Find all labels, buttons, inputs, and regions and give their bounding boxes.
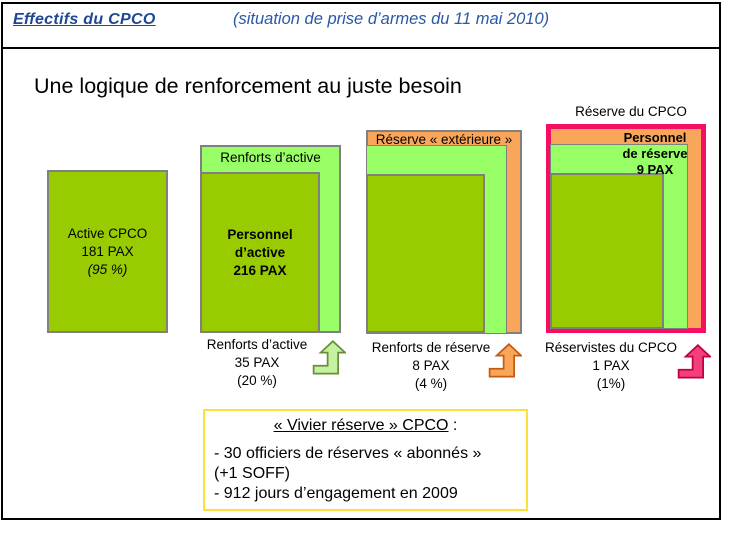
caption-line: Renforts d’active bbox=[206, 337, 308, 352]
vivier-line: (+1 SOFF) bbox=[214, 465, 291, 482]
active-cpco-line2: 181 PAX bbox=[81, 243, 134, 259]
renforts-active-caption: Renforts d’active 35 PAX (20 %) bbox=[190, 336, 324, 390]
caption-line: 35 PAX bbox=[234, 355, 280, 370]
vivier-reserve-lines: - 30 officiers de réserves « abonnés » (… bbox=[205, 444, 526, 504]
header-title: Effectifs du CPCO bbox=[13, 11, 156, 28]
renforts-active-outer-box: Renforts d’active Personnel d’active 216… bbox=[200, 145, 341, 333]
vivier-line: - 912 jours d’engagement en 2009 bbox=[214, 485, 458, 502]
reserve-exterieure-label: Réserve « extérieure » bbox=[375, 132, 513, 147]
renforts-reserve-caption: Renforts de réserve 8 PAX (4 %) bbox=[362, 339, 500, 393]
personnel-reserve-line3: 9 PAX bbox=[636, 162, 674, 177]
caption-line: 1 PAX bbox=[592, 358, 630, 373]
bent-up-arrow-orange-icon bbox=[487, 339, 524, 381]
personnel-active-line1: Personnel d’active bbox=[227, 226, 293, 260]
active-cpco-line3: (95 %) bbox=[87, 261, 128, 277]
vivier-title-underlined: « Vivier réserve » CPCO bbox=[273, 417, 449, 434]
header-divider-line bbox=[3, 47, 719, 49]
personnel-active-line2: 216 PAX bbox=[233, 262, 287, 278]
active-cpco-line1: Active CPCO bbox=[67, 225, 148, 241]
reserve-cpco-light-green-layer bbox=[550, 144, 688, 329]
personnel-active-box: Personnel d’active 216 PAX bbox=[200, 172, 320, 333]
reserve-exterieure-dark-green-layer bbox=[366, 174, 485, 333]
vivier-line: - 30 officiers de réserves « abonnés » bbox=[214, 445, 482, 462]
reserve-exterieure-box: Réserve « extérieure » bbox=[366, 130, 522, 334]
vivier-reserve-title: « Vivier réserve » CPCO : bbox=[205, 417, 526, 435]
reservistes-cpco-caption: Réservistes du CPCO 1 PAX (1%) bbox=[544, 339, 678, 393]
caption-line: Réservistes du CPCO bbox=[544, 340, 678, 355]
bent-up-arrow-green-icon bbox=[311, 336, 348, 378]
personnel-reserve-text: Personnel de réserve 9 PAX bbox=[606, 130, 704, 178]
vivier-title-suffix: : bbox=[448, 417, 458, 434]
caption-line: (1%) bbox=[596, 376, 626, 391]
caption-line: (4 %) bbox=[414, 376, 448, 391]
renforts-active-label: Renforts d’active bbox=[220, 150, 321, 165]
reserve-cpco-dark-green-layer bbox=[550, 173, 664, 329]
reserve-cpco-label: Réserve du CPCO bbox=[575, 104, 687, 119]
reserve-cpco-box: Personnel de réserve 9 PAX bbox=[546, 124, 706, 333]
active-cpco-box: Active CPCO 181 PAX (95 %) bbox=[47, 170, 168, 333]
header-subtitle: (situation de prise d’armes du 11 mai 20… bbox=[233, 10, 550, 28]
caption-line: (20 %) bbox=[237, 373, 277, 388]
reserve-exterieure-light-green-layer bbox=[366, 145, 507, 334]
personnel-reserve-line2: de réserve bbox=[622, 146, 688, 161]
personnel-reserve-line1: Personnel bbox=[623, 130, 687, 145]
bent-up-arrow-pink-icon bbox=[676, 340, 713, 382]
vivier-reserve-box: « Vivier réserve » CPCO : - 30 officiers… bbox=[203, 409, 528, 511]
slide-frame bbox=[1, 2, 721, 520]
slide-main-title: Une logique de renforcement au juste bes… bbox=[34, 74, 462, 98]
caption-line: Renforts de réserve bbox=[371, 340, 491, 355]
caption-line: 8 PAX bbox=[412, 358, 450, 373]
